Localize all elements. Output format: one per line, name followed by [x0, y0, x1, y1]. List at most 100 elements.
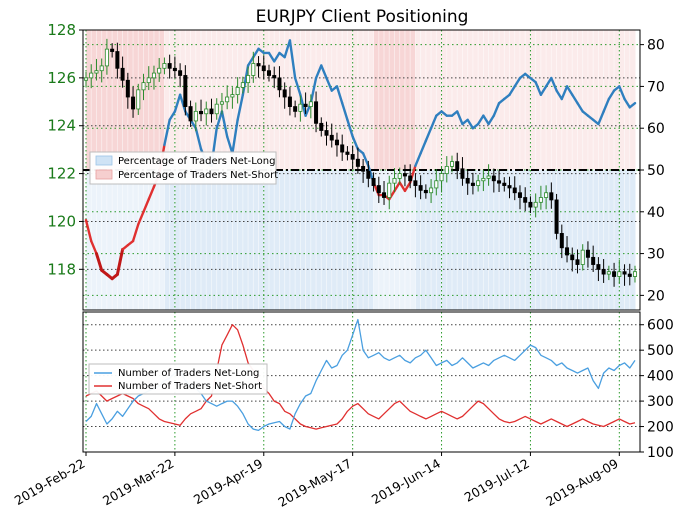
short-sentiment-band — [577, 30, 584, 170]
price-candle — [596, 264, 601, 270]
price-candle — [183, 75, 188, 107]
short-sentiment-band — [206, 30, 212, 170]
short-sentiment-band — [321, 30, 328, 170]
price-candle — [444, 166, 449, 174]
long-sentiment-band — [431, 170, 437, 310]
net-long-percentage-segment — [361, 152, 370, 168]
long-sentiment-band — [347, 170, 354, 310]
price-candle — [538, 197, 543, 203]
net-long-percentage-segment — [283, 39, 292, 59]
long-sentiment-band — [148, 170, 155, 310]
long-sentiment-band — [331, 170, 338, 310]
price-candle — [491, 175, 496, 182]
count-tick-label: 500 — [647, 343, 674, 359]
long-sentiment-band — [169, 170, 176, 310]
long-sentiment-band — [101, 170, 108, 310]
price-candle — [146, 77, 151, 84]
long-sentiment-band — [561, 170, 568, 310]
short-sentiment-band — [169, 30, 176, 170]
short-sentiment-band — [457, 30, 463, 170]
long-sentiment-band — [493, 170, 500, 310]
legend-swatch-net-long — [95, 155, 113, 166]
price-candle — [230, 94, 235, 98]
price-candle — [240, 82, 245, 88]
price-candle — [214, 103, 219, 115]
long-sentiment-band — [269, 170, 275, 310]
long-sentiment-band — [572, 170, 578, 310]
price-candle — [465, 177, 470, 184]
price-candle — [303, 103, 308, 107]
price-candle — [235, 87, 240, 96]
long-sentiment-band — [159, 170, 165, 310]
net-long-percentage-segment — [623, 97, 631, 109]
net-long-percentage-segment — [94, 252, 104, 272]
long-sentiment-band — [472, 170, 479, 310]
short-sentiment-band — [556, 30, 563, 170]
price-candle — [565, 247, 570, 256]
price-candle — [329, 134, 334, 141]
short-sentiment-band — [195, 30, 202, 170]
net-long-percentage-segment — [607, 89, 616, 101]
long-sentiment-band — [420, 170, 427, 310]
long-sentiment-band — [127, 170, 134, 310]
net-long-percentage-segment — [544, 76, 553, 88]
long-sentiment-band — [316, 170, 322, 310]
short-sentiment-band — [269, 30, 275, 170]
short-sentiment-band — [148, 30, 155, 170]
long-sentiment-band — [321, 170, 328, 310]
count-tick-label: 100 — [647, 445, 674, 461]
percent-tick-label: 50 — [647, 163, 665, 179]
short-sentiment-band — [253, 30, 260, 170]
long-sentiment-band — [556, 170, 563, 310]
price-candle — [125, 79, 130, 98]
short-sentiment-band — [216, 30, 223, 170]
price-candle — [601, 268, 606, 275]
short-sentiment-band — [357, 30, 364, 170]
long-sentiment-band — [248, 170, 254, 310]
short-sentiment-band — [608, 30, 615, 170]
long-sentiment-band — [624, 170, 631, 310]
chart-title: EURJPY Client Positioning — [256, 7, 469, 27]
price-candle — [178, 70, 183, 76]
long-sentiment-band — [525, 170, 531, 310]
percent-tick-label: 80 — [647, 38, 665, 54]
net-long-percentage-segment — [414, 152, 422, 168]
price-candle — [94, 70, 99, 74]
price-candle — [439, 173, 444, 182]
short-sentiment-band — [316, 30, 322, 170]
long-sentiment-band — [404, 170, 411, 310]
long-sentiment-band — [530, 170, 537, 310]
short-sentiment-band — [295, 30, 301, 170]
short-sentiment-band — [504, 30, 511, 170]
price-candle — [136, 89, 141, 110]
long-sentiment-band — [551, 170, 558, 310]
price-candle — [497, 180, 502, 184]
price-candle — [204, 108, 209, 115]
short-sentiment-band — [514, 30, 521, 170]
price-candle — [549, 192, 554, 201]
price-tick-label: 124 — [47, 117, 76, 135]
price-candle — [476, 180, 481, 186]
net-long-percentage-segment — [346, 118, 354, 138]
net-long-percentage-segment — [314, 64, 323, 80]
net-long-percentage-segment — [163, 118, 171, 147]
net-long-percentage-segment — [309, 76, 318, 105]
price-candle — [486, 175, 491, 179]
net-long-percentage-segment — [131, 223, 140, 243]
price-candle — [481, 177, 486, 182]
short-sentiment-band — [399, 30, 406, 170]
short-sentiment-band — [363, 30, 369, 170]
price-candle — [199, 110, 204, 115]
short-sentiment-band — [587, 30, 594, 170]
short-sentiment-band — [493, 30, 500, 170]
long-sentiment-band — [436, 170, 443, 310]
net-long-percentage-segment — [482, 114, 490, 126]
price-tick-label: 118 — [47, 260, 76, 278]
net-long-percentage-segment — [252, 47, 260, 59]
long-sentiment-band — [415, 170, 422, 310]
net-long-percentage-segment — [215, 110, 224, 130]
short-sentiment-band — [138, 30, 145, 170]
price-candle — [251, 63, 256, 76]
net-long-percentage-segment — [241, 64, 250, 96]
